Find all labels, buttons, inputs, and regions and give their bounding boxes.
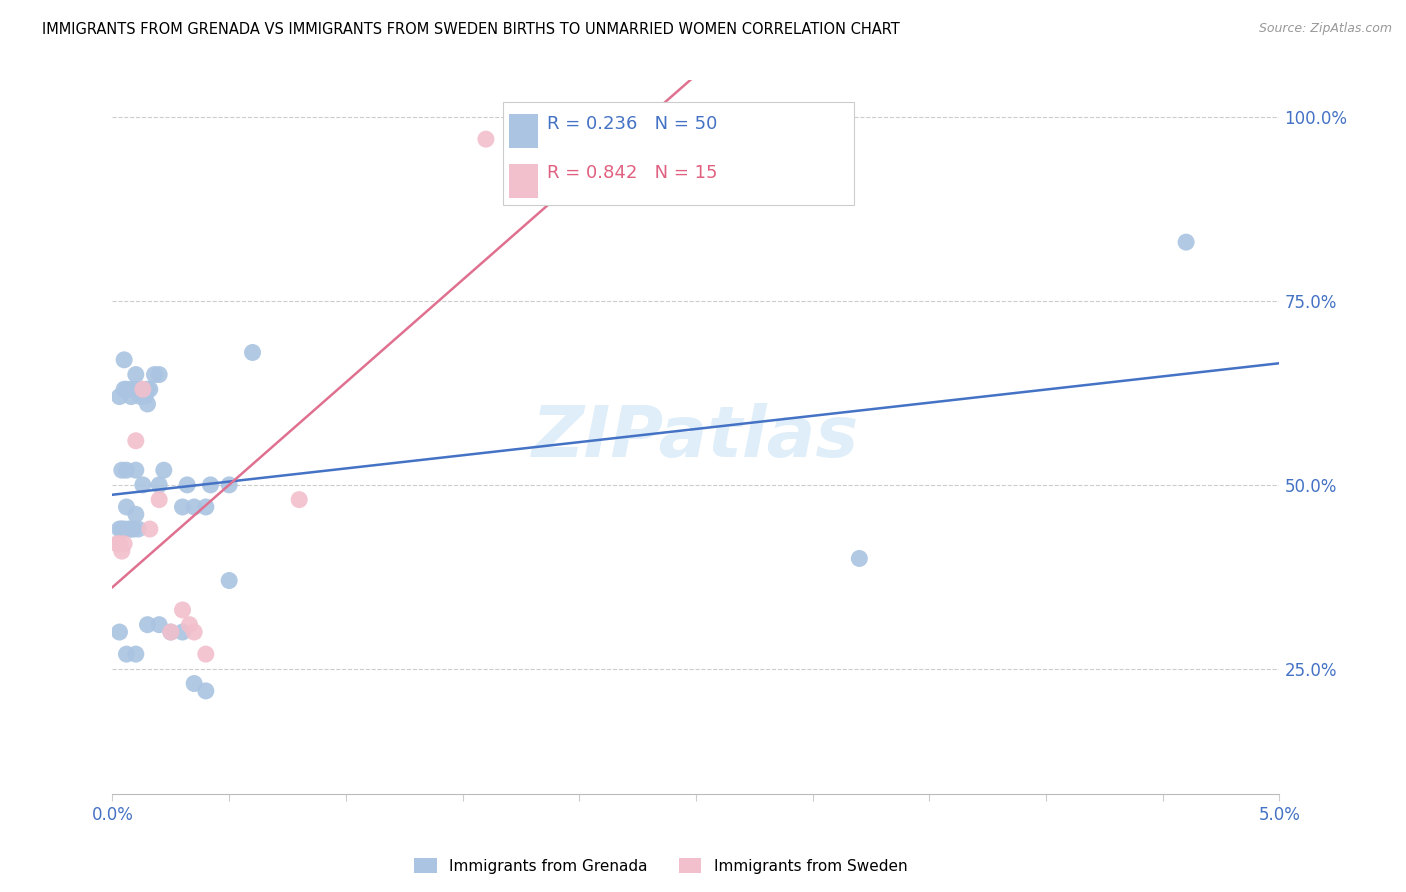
Point — [115, 463, 138, 477]
Point — [129, 382, 152, 396]
Point — [136, 397, 159, 411]
Point — [148, 492, 170, 507]
Point — [112, 537, 135, 551]
Point — [160, 625, 183, 640]
Point — [108, 390, 131, 404]
Point — [143, 368, 166, 382]
Point — [120, 382, 142, 396]
Point — [218, 574, 240, 588]
Point — [108, 625, 131, 640]
Point — [183, 676, 205, 690]
Point — [194, 647, 217, 661]
Point — [112, 382, 135, 396]
Point — [112, 522, 135, 536]
Point — [148, 617, 170, 632]
Point — [288, 492, 311, 507]
Point — [132, 382, 155, 396]
Point — [125, 434, 148, 448]
Point — [242, 345, 264, 359]
Point — [108, 522, 131, 536]
Point — [160, 625, 183, 640]
Point — [111, 463, 134, 477]
Point — [111, 522, 134, 536]
Text: R = 0.842   N = 15: R = 0.842 N = 15 — [547, 164, 717, 183]
Point — [125, 647, 148, 661]
Point — [153, 463, 176, 477]
Point — [176, 478, 198, 492]
Point — [194, 684, 217, 698]
Point — [125, 368, 148, 382]
Point — [1175, 235, 1198, 249]
Point — [111, 544, 134, 558]
Point — [136, 382, 159, 396]
Point — [183, 625, 205, 640]
Point — [105, 537, 128, 551]
Point — [122, 522, 145, 536]
Bar — [509, 164, 538, 198]
Point — [115, 500, 138, 514]
Point — [183, 500, 205, 514]
FancyBboxPatch shape — [503, 102, 853, 205]
Legend: Immigrants from Grenada, Immigrants from Sweden: Immigrants from Grenada, Immigrants from… — [408, 852, 914, 880]
Point — [118, 522, 141, 536]
Point — [125, 382, 148, 396]
Text: R = 0.236   N = 50: R = 0.236 N = 50 — [547, 114, 717, 133]
Point — [139, 382, 162, 396]
Point — [125, 508, 148, 522]
Point — [134, 390, 156, 404]
Point — [108, 537, 131, 551]
Point — [148, 368, 170, 382]
Point — [115, 647, 138, 661]
Point — [136, 617, 159, 632]
Point — [120, 390, 142, 404]
Point — [179, 617, 201, 632]
Point — [112, 352, 135, 367]
Point — [172, 603, 194, 617]
Point — [139, 522, 162, 536]
Point — [218, 478, 240, 492]
Text: IMMIGRANTS FROM GRENADA VS IMMIGRANTS FROM SWEDEN BIRTHS TO UNMARRIED WOMEN CORR: IMMIGRANTS FROM GRENADA VS IMMIGRANTS FR… — [42, 22, 900, 37]
Point — [475, 132, 498, 146]
Point — [129, 390, 152, 404]
Point — [125, 463, 148, 477]
Point — [120, 522, 142, 536]
Point — [115, 382, 138, 396]
Bar — [509, 114, 538, 148]
Point — [172, 625, 194, 640]
Point — [194, 500, 217, 514]
Point — [200, 478, 222, 492]
Point — [848, 551, 870, 566]
Point — [127, 522, 149, 536]
Point — [172, 500, 194, 514]
Point — [132, 478, 155, 492]
Text: ZIPatlas: ZIPatlas — [533, 402, 859, 472]
Text: Source: ZipAtlas.com: Source: ZipAtlas.com — [1258, 22, 1392, 36]
Point — [148, 478, 170, 492]
